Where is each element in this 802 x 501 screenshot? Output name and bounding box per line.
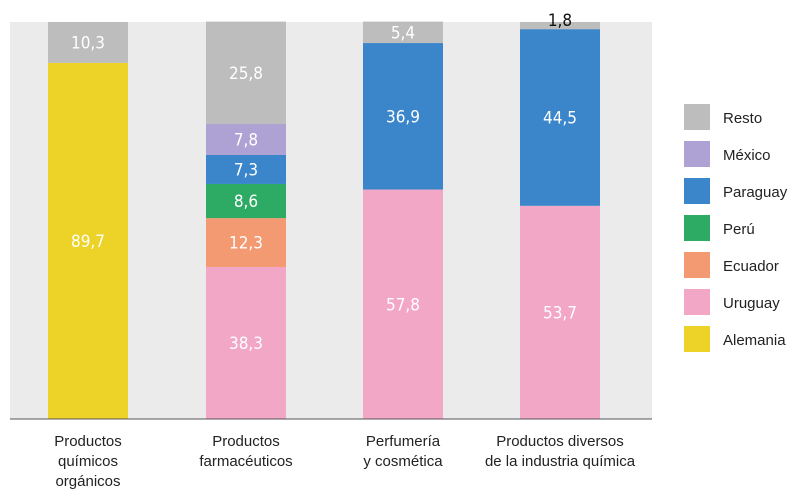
legend-label: Resto	[723, 110, 762, 127]
data-label: 5,4	[391, 23, 415, 43]
bar-segment-resto	[206, 21, 286, 125]
legend-label: México	[723, 147, 771, 164]
data-label: 7,3	[234, 160, 258, 180]
bar-segment-resto	[520, 22, 600, 30]
data-label: 1,8	[548, 11, 572, 31]
bar-segment-uruguay	[363, 189, 443, 419]
category-label: Productos diversos de la industria químic…	[485, 433, 636, 470]
bars-group: 89,7 10,3 38,3 12,3 8,6 7,3 7,8 25,8 57,8 36,9 5,4…	[48, 11, 600, 420]
data-label: 25,8	[229, 64, 263, 84]
bar-segment-uruguay	[520, 205, 600, 419]
legend-swatch-paraguay	[684, 178, 710, 204]
bar-segment-perú	[206, 183, 286, 219]
legend: Resto México Paraguay Perú Ecuador Uruguay Ale…	[684, 104, 788, 352]
data-label: 44,5	[543, 108, 577, 128]
bar-segment-alemania	[48, 62, 128, 420]
legend-label: Ecuador	[723, 258, 779, 275]
bar-segment-paraguay	[520, 29, 600, 206]
legend-swatch-ecuador	[684, 252, 710, 278]
category-label: Productos químicos orgánicos	[54, 433, 122, 490]
category-label: Perfumería y cosmética	[363, 433, 443, 470]
legend-swatch-alemania	[684, 326, 710, 352]
data-label: 8,6	[234, 192, 258, 212]
category-labels: Productos químicos orgánicos Productos farma…	[54, 433, 635, 490]
data-label: 53,7	[543, 303, 577, 323]
bar-segment-paraguay	[363, 43, 443, 190]
data-label: 38,3	[229, 334, 263, 354]
bar-segment-resto	[48, 22, 128, 63]
data-label: 12,3	[229, 234, 263, 254]
data-label: 89,7	[71, 232, 105, 252]
bar-segment-resto	[363, 21, 443, 44]
bar-segment-paraguay	[206, 154, 286, 184]
category-label: Productos farmacéuticos	[199, 433, 292, 470]
legend-label: Uruguay	[723, 295, 780, 312]
legend-swatch-perú	[684, 215, 710, 241]
data-label: 7,8	[234, 131, 258, 151]
data-label: 57,8	[386, 295, 420, 315]
bar-segment-uruguay	[206, 266, 286, 419]
legend-swatch-uruguay	[684, 289, 710, 315]
data-label: 10,3	[71, 33, 105, 53]
legend-swatch-méxico	[684, 141, 710, 167]
legend-label: Paraguay	[723, 184, 788, 201]
legend-label: Alemania	[723, 332, 786, 349]
bar-segment-méxico	[206, 124, 286, 155]
legend-swatch-resto	[684, 104, 710, 130]
data-label: 36,9	[386, 107, 420, 127]
bar-segment-ecuador	[206, 218, 286, 267]
legend-label: Perú	[723, 221, 755, 238]
